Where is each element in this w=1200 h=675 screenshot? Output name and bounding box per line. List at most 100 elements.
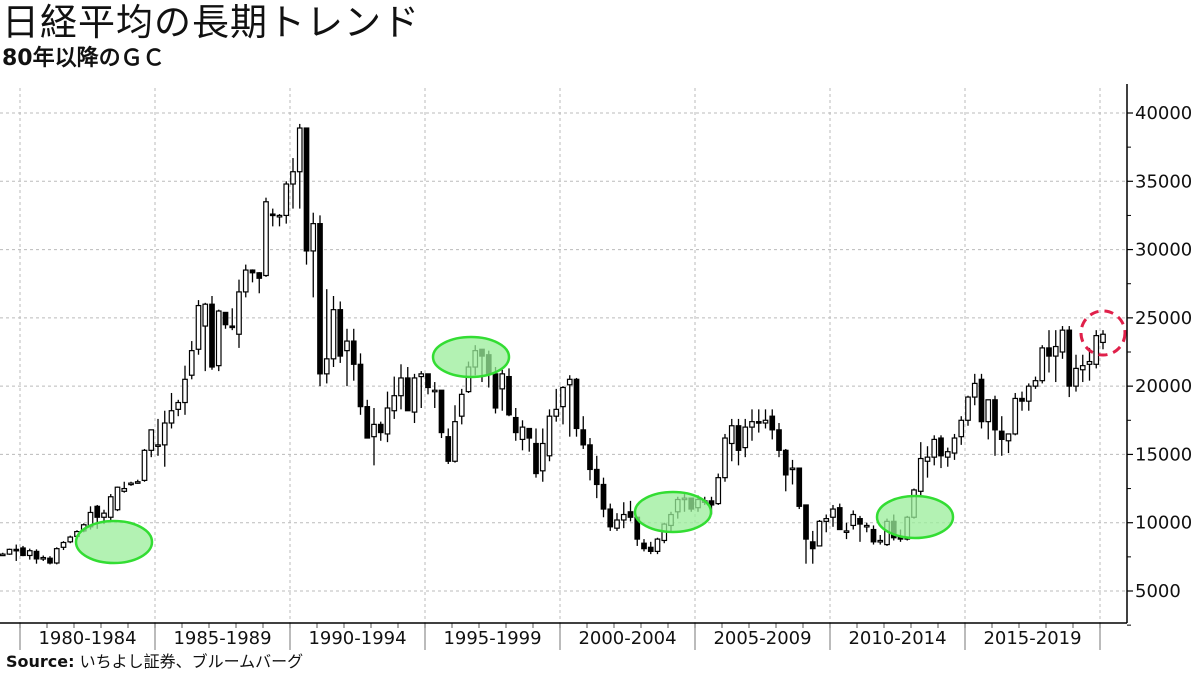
candle	[526, 427, 533, 452]
chart-title: 日経平均の長期トレンド	[2, 1, 420, 44]
candle-body-up	[553, 408, 560, 417]
candle	[344, 328, 350, 387]
candle-body-up	[1052, 345, 1059, 357]
candle	[614, 513, 620, 531]
candle-body-down	[992, 399, 998, 431]
candle-body-up	[917, 457, 924, 492]
candle-body-up	[924, 456, 931, 462]
chart-subtitle: 80年以降のＧＣ	[2, 46, 165, 71]
candle-body-up	[965, 396, 971, 421]
candle-body-up	[242, 269, 249, 293]
candle	[944, 447, 951, 467]
candle	[148, 429, 155, 458]
candle-body-down	[607, 508, 614, 528]
candle	[229, 308, 236, 331]
candle	[371, 407, 377, 466]
candle	[654, 537, 661, 555]
candle-body-up	[101, 512, 107, 518]
candle	[6, 548, 13, 555]
candle	[998, 416, 1005, 456]
candle	[492, 367, 499, 414]
candle-body-up	[161, 422, 168, 446]
candle	[236, 279, 242, 348]
candle	[958, 416, 965, 445]
candle	[1012, 392, 1019, 436]
candle	[506, 368, 512, 417]
y-tick-label: 5000	[1135, 581, 1181, 602]
candle-body-up	[816, 520, 823, 547]
candle	[1079, 354, 1086, 383]
candle	[533, 428, 539, 478]
candle-body-up	[614, 519, 620, 529]
candle	[762, 409, 769, 429]
x-axis-dividers	[19, 88, 1101, 650]
candle	[728, 418, 735, 462]
candle	[1039, 345, 1046, 384]
candle	[283, 181, 290, 224]
candle	[917, 442, 924, 496]
candle-body-up	[877, 539, 884, 543]
candle	[499, 369, 506, 411]
candle	[796, 467, 803, 510]
candle-body-up	[539, 442, 546, 472]
candle	[242, 264, 249, 298]
candle-body-up	[40, 556, 47, 560]
candle-body-down	[769, 415, 776, 431]
candle-body-up	[290, 171, 296, 185]
candle-body-up	[1079, 365, 1086, 371]
x-tick-label: 1985-1989	[173, 628, 271, 649]
candle-body-up	[114, 486, 121, 511]
candle-body-down	[256, 272, 263, 279]
candle	[47, 556, 53, 565]
candle	[377, 421, 384, 441]
candle-body-down	[796, 467, 803, 507]
candle	[303, 127, 310, 265]
candle-body-down	[836, 507, 843, 531]
candle-body-up	[830, 508, 836, 518]
candle-body-up	[1100, 333, 1106, 344]
candle-body-up	[107, 496, 114, 518]
candle-body-up	[762, 419, 769, 424]
candle-body-up	[202, 303, 209, 327]
candle-body-down	[526, 427, 533, 439]
candle-body-up	[823, 518, 830, 522]
candle-body-up	[931, 438, 938, 458]
candle	[364, 399, 371, 439]
y-tick-label: 25000	[1135, 308, 1192, 329]
candle-body-up	[620, 513, 627, 521]
candle	[222, 311, 229, 329]
candle	[445, 428, 452, 464]
candle-body-down	[47, 557, 53, 564]
candle-body-down	[755, 421, 762, 424]
x-tick-label: 2015-2019	[983, 628, 1081, 649]
candle-body-up	[182, 378, 188, 404]
candle-body-down	[870, 528, 877, 543]
candle-body-down	[425, 373, 431, 389]
candle	[965, 395, 971, 426]
candle	[290, 158, 296, 209]
candle	[830, 504, 836, 527]
candle-body-up	[728, 425, 735, 445]
source-label: Source:	[6, 652, 75, 671]
candle-body-down	[1019, 397, 1025, 402]
candle	[384, 391, 391, 443]
candle-body-down	[269, 213, 276, 217]
candle	[404, 367, 411, 412]
candle	[296, 123, 303, 209]
candle	[398, 364, 404, 410]
candle	[161, 410, 168, 467]
candle	[1073, 354, 1079, 392]
candle	[857, 515, 863, 542]
candle-body-down	[94, 505, 101, 518]
source-text: いちよし証券、ブルームバーグ	[79, 652, 304, 671]
candle-body-down	[647, 546, 654, 552]
candle	[877, 535, 884, 545]
annotations	[74, 309, 1127, 565]
candle	[195, 300, 202, 355]
candle-body-up	[296, 127, 303, 173]
candle-body-down	[573, 378, 580, 430]
candle-body-up	[566, 378, 573, 386]
y-tick-label: 40000	[1135, 103, 1192, 124]
candle	[1066, 326, 1073, 398]
